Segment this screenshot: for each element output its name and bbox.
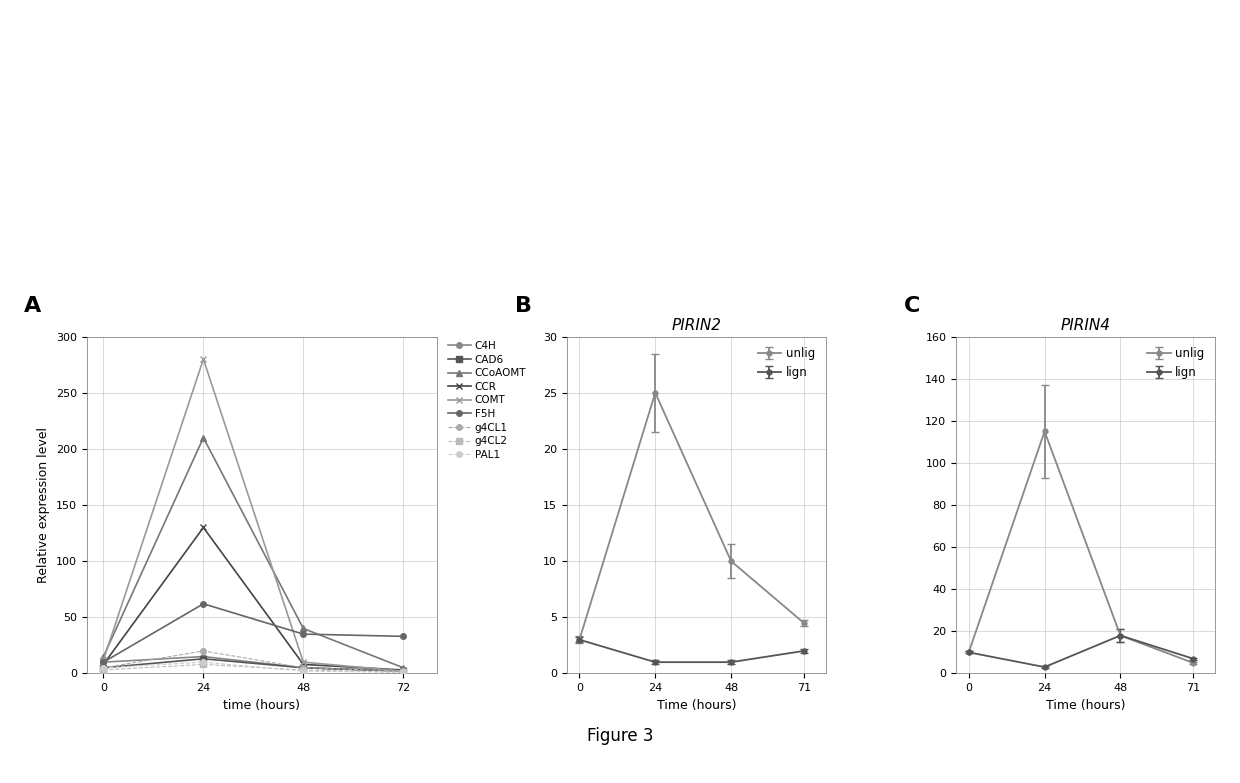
Line: CAD6: CAD6 — [100, 656, 405, 674]
Line: COMT: COMT — [100, 356, 405, 674]
CCR — [95, 660, 110, 669]
Line: g4CL2: g4CL2 — [100, 662, 405, 675]
F5H — [296, 630, 311, 639]
g4CL1 — [95, 663, 110, 673]
Line: CCR: CCR — [100, 525, 405, 673]
Line: F5H: F5H — [100, 601, 405, 665]
Text: Figure 3: Figure 3 — [587, 727, 653, 745]
Legend: unlig, lign: unlig, lign — [1142, 343, 1209, 384]
Y-axis label: Relative expression level: Relative expression level — [37, 427, 51, 583]
g4CL2 — [196, 660, 211, 669]
PAL1 — [296, 666, 311, 676]
F5H — [396, 632, 410, 641]
PAL1 — [196, 658, 211, 667]
CAD6 — [296, 663, 311, 673]
g4CL2 — [296, 666, 311, 675]
F5H — [95, 658, 110, 667]
CCoAOMT — [296, 624, 311, 633]
g4CL1 — [196, 646, 211, 655]
CAD6 — [95, 663, 110, 673]
Line: C4H: C4H — [100, 654, 405, 674]
X-axis label: Time (hours): Time (hours) — [1045, 698, 1126, 712]
Legend: unlig, lign: unlig, lign — [753, 343, 820, 384]
COMT — [396, 666, 410, 676]
COMT — [196, 355, 211, 364]
CAD6 — [196, 654, 211, 663]
C4H — [95, 658, 110, 667]
Title: PIRIN4: PIRIN4 — [1060, 318, 1111, 333]
Text: B: B — [515, 296, 532, 316]
X-axis label: Time (hours): Time (hours) — [657, 698, 737, 712]
CCoAOMT — [396, 663, 410, 673]
Line: CCoAOMT: CCoAOMT — [100, 435, 405, 670]
COMT — [296, 658, 311, 667]
Text: A: A — [24, 296, 41, 316]
Title: PIRIN2: PIRIN2 — [671, 318, 722, 333]
PAL1 — [95, 663, 110, 673]
COMT — [95, 655, 110, 665]
g4CL1 — [396, 666, 410, 676]
F5H — [196, 599, 211, 608]
Legend: C4H, CAD6, CCoAOMT, CCR, COMT, F5H, g4CL1, g4CL2, PAL1: C4H, CAD6, CCoAOMT, CCR, COMT, F5H, g4CL… — [444, 337, 531, 464]
C4H — [296, 663, 311, 673]
X-axis label: time (hours): time (hours) — [223, 698, 300, 712]
g4CL2 — [95, 666, 110, 675]
C4H — [396, 666, 410, 676]
CCoAOMT — [196, 433, 211, 442]
CCR — [196, 523, 211, 532]
CCR — [296, 660, 311, 669]
Line: g4CL1: g4CL1 — [100, 648, 405, 674]
C4H — [196, 651, 211, 661]
CCR — [396, 666, 410, 675]
g4CL2 — [396, 668, 410, 677]
PAL1 — [396, 668, 410, 677]
CAD6 — [396, 666, 410, 676]
Text: C: C — [904, 296, 920, 316]
Line: PAL1: PAL1 — [100, 659, 405, 675]
CCoAOMT — [95, 651, 110, 661]
g4CL1 — [296, 663, 311, 673]
